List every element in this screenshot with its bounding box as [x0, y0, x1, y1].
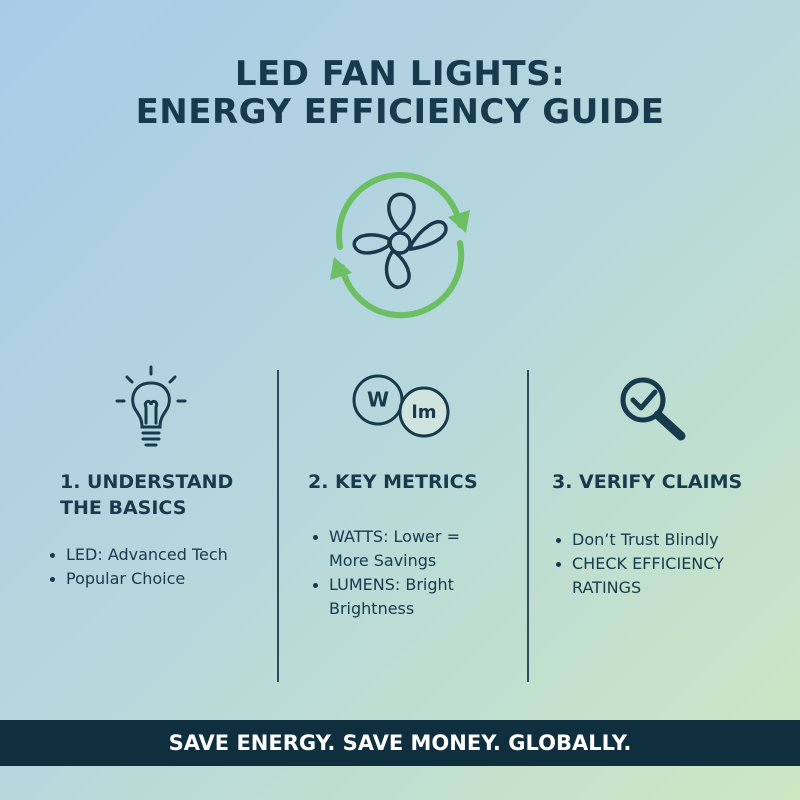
icon-label: lm	[412, 402, 437, 423]
bullet: LED: Advanced Tech	[50, 543, 270, 567]
bullet-list: WATTS: Lower = More Savings LUMENS: Brig…	[313, 525, 488, 621]
bullet: LUMENS: Bright Brightness	[313, 573, 488, 621]
bullet: Popular Choice	[50, 567, 270, 591]
divider	[527, 370, 529, 682]
bullet: Don’t Trust Blindly	[556, 528, 756, 552]
divider	[277, 370, 279, 682]
bullet: WATTS: Lower = More Savings	[313, 525, 488, 573]
column-heading: 2. KEY METRICS	[308, 471, 478, 493]
title-line: LED FAN LIGHTS:	[234, 54, 566, 94]
bulb-icon	[115, 365, 187, 447]
bullet-list: Don’t Trust Blindly CHECK EFFICIENCY RAT…	[556, 528, 756, 600]
bullet: CHECK EFFICIENCY RATINGS	[556, 552, 756, 600]
verify-icon	[620, 377, 686, 441]
footer-banner: SAVE ENERGY. SAVE MONEY. GLOBALLY.	[0, 720, 800, 766]
metrics-icon: W lm	[352, 374, 450, 438]
bullet-list: LED: Advanced Tech Popular Choice	[50, 543, 270, 591]
column-heading: 1. UNDERSTAND THE BASICS	[60, 471, 234, 519]
fan-icon	[330, 172, 470, 319]
title-line: ENERGY EFFICIENCY GUIDE	[135, 92, 665, 132]
icon-label: W	[367, 388, 389, 412]
column-heading: 3. VERIFY CLAIMS	[552, 471, 743, 493]
